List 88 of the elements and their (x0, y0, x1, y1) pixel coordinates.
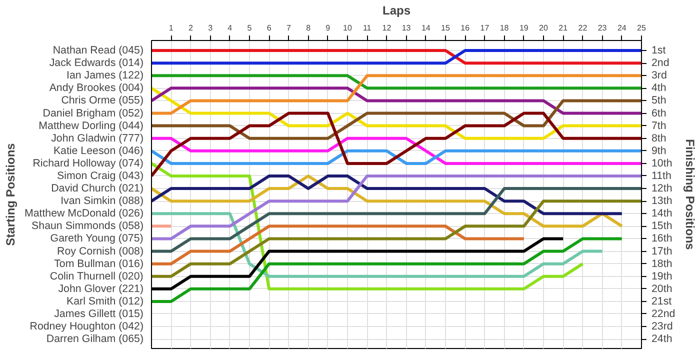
line-series (152, 162, 584, 290)
x-tick-label: 25 (637, 24, 646, 32)
x-tick-label: 21 (558, 24, 568, 32)
y-tick-label: 12th (652, 182, 672, 195)
y-tick-label: 4th (652, 82, 666, 94)
y-tick-label: 6th (652, 107, 666, 120)
series-label: Karl Smith (012) (66, 295, 144, 308)
series-label: Matthew Dorling (044) (38, 120, 144, 132)
x-tick-label: 19 (519, 24, 529, 32)
y-tick-label: 17th (652, 245, 672, 258)
x-tick-label: 14 (421, 24, 431, 32)
x-tick-label: 10 (343, 24, 352, 32)
x-tick-label: 7 (286, 24, 292, 32)
text: Darren Gilham (065) (46, 333, 144, 346)
x-tick-label: 15 (441, 24, 450, 32)
y-tick-label: 1st (652, 44, 666, 57)
x-tick-label: 17 (480, 24, 490, 32)
x-tick-label: 11 (362, 24, 372, 32)
x-tick-label: 3 (208, 24, 214, 32)
series-label: Jack Edwards (014) (49, 57, 144, 70)
y-axis-title: Finishing Positions (683, 139, 698, 250)
series-label: Ian James (122) (66, 70, 144, 82)
series-label: Chris Orme (055) (61, 94, 144, 107)
x-tick-label: 1 (168, 24, 174, 32)
y-tick-label: 16th (652, 232, 672, 245)
series-label: Nathan Read (045) (52, 44, 144, 57)
y-tick-label: 22nd (652, 308, 676, 320)
y-tick-label: 20th (652, 282, 672, 295)
line-series (152, 212, 604, 278)
x-tick-label: 18 (500, 24, 510, 32)
y-tick-label: 21st (652, 295, 672, 308)
y-tick-label: 8th (652, 132, 666, 144)
series-label: Andy Brookes (004) (49, 82, 144, 94)
line-series (152, 174, 642, 240)
x-tick-label: 6 (266, 24, 272, 32)
series-label: Gareth Young (075) (50, 232, 144, 245)
series-label: Roy Cornish (008) (57, 245, 144, 258)
x-tick-label: 9 (326, 24, 331, 32)
y-tick-label: 13th (652, 195, 672, 208)
line-series (152, 187, 642, 253)
x-tick-label: 16 (460, 24, 470, 32)
series-label: David Church (021) (51, 182, 144, 195)
x-tick-label: 12 (382, 24, 392, 32)
series-label: Ivan Simkin (088) (60, 195, 144, 208)
x-tick-label: 22 (578, 24, 588, 32)
line-series (152, 200, 642, 278)
line-series (152, 237, 624, 303)
y-tick-label: 23rd (652, 320, 673, 333)
y-tick-label: 24th (652, 333, 672, 346)
y-tick-label: 18th (652, 258, 672, 270)
text: Rodney Houghton (042) (30, 320, 144, 333)
line-series (152, 174, 624, 228)
line-series (152, 99, 642, 140)
y-tick-label: 7th (652, 120, 666, 132)
series-label: Shaun Simmonds (058) (32, 220, 144, 232)
line-series (152, 86, 642, 140)
y-tick-label: 3rd (652, 70, 667, 82)
y-tick-label: 10th (652, 157, 672, 170)
series-label: Richard Holloway (074) (32, 157, 144, 170)
series-label: Simon Craig (043) (57, 170, 144, 182)
x-tick-label: 13 (402, 24, 412, 32)
y-tick-label: 19th (652, 270, 672, 282)
series-label: Daniel Brigham (052) (42, 107, 144, 120)
series-label: Matthew McDonald (026) (24, 208, 144, 220)
x-tick-label: 8 (306, 24, 312, 32)
y-tick-label: 11th (652, 170, 672, 182)
y-tick-label: 5th (652, 94, 666, 107)
x-axis-title: Laps (382, 4, 411, 18)
y-tick-label: 15th (652, 220, 672, 232)
series-label: Colin Thurnell (020) (50, 270, 144, 282)
series-label: Tom Bullman (016) (54, 258, 144, 270)
line-series (152, 174, 624, 216)
series-label: Katie Leeson (046) (53, 144, 144, 157)
text: James Gillett (015) (54, 308, 144, 320)
x-tick-label: 4 (228, 24, 233, 32)
x-tick-label: 23 (598, 24, 608, 32)
x-tick-label: 2 (188, 24, 194, 32)
series-label: John Glover (221) (58, 282, 144, 295)
series-label: John Gladwin (777) (51, 132, 144, 144)
y-tick-label: 9th (652, 144, 666, 157)
line-series (152, 112, 642, 178)
x-tick-label: 24 (617, 24, 627, 32)
line-series (152, 224, 526, 266)
text: Starting Positions (3, 142, 18, 246)
x-tick-label: 20 (539, 24, 548, 32)
y-tick-label: 2nd (652, 57, 670, 70)
x-tick-label: 5 (247, 24, 252, 32)
y-tick-label: 14th (652, 208, 672, 220)
